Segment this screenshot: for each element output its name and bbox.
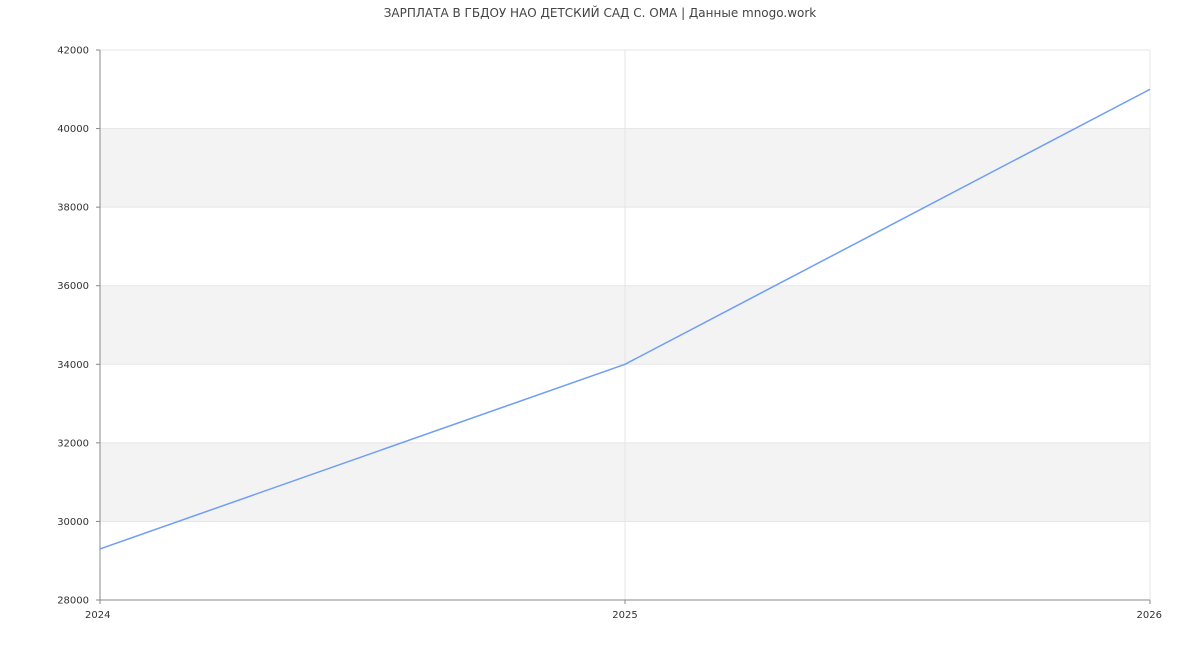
- y-tick-label: 42000: [57, 46, 89, 57]
- y-tick-label: 30000: [57, 517, 89, 528]
- y-tick-label: 28000: [57, 596, 89, 607]
- x-tick-label: 2026: [1137, 610, 1162, 621]
- y-tick-label: 36000: [57, 281, 89, 292]
- chart-title: ЗАРПЛАТА В ГБДОУ НАО ДЕТСКИЙ САД С. ОМА …: [383, 6, 817, 20]
- y-tick-label: 40000: [57, 124, 89, 135]
- y-tick-label: 34000: [57, 360, 89, 371]
- y-tick-label: 38000: [57, 203, 89, 214]
- y-tick-label: 32000: [57, 438, 89, 449]
- x-tick-label: 2025: [612, 610, 637, 621]
- x-tick-label: 2024: [85, 610, 110, 621]
